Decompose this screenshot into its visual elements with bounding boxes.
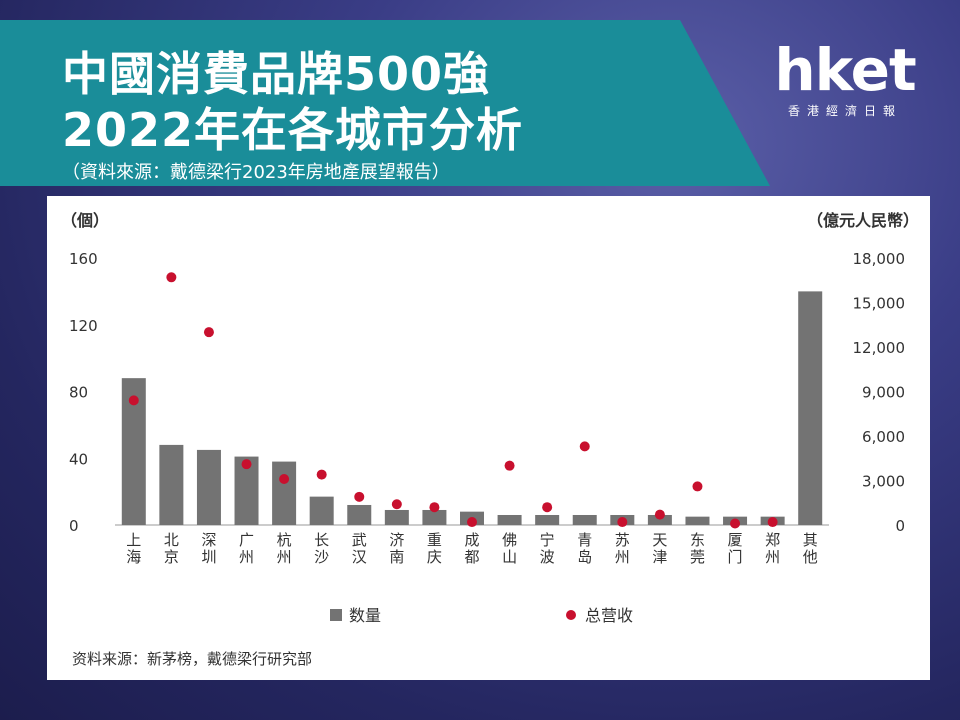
x-tick-label-济南: 济南 bbox=[389, 531, 404, 566]
legend-bar-swatch bbox=[330, 609, 342, 621]
title-block: 中國消費品牌500強 2022年在各城市分析 （資料來源：戴德梁行2023年房地… bbox=[62, 46, 523, 186]
x-tick-label-重庆: 重庆 bbox=[427, 531, 442, 566]
bar-重庆 bbox=[422, 509, 447, 525]
logo-subtitle: 香港經濟日報 bbox=[787, 104, 902, 118]
page-title-line2: 2022年在各城市分析 bbox=[62, 103, 524, 157]
x-tick-label-佛山: 佛山 bbox=[502, 531, 517, 566]
x-tick-label-东莞: 东莞 bbox=[690, 531, 705, 566]
dot-武汉 bbox=[354, 491, 365, 502]
bar-青岛 bbox=[572, 514, 597, 525]
chart-source-note: 资料来源：新茅榜，戴德梁行研究部 bbox=[72, 650, 313, 668]
y-right-tick-label: 15,000 bbox=[853, 295, 906, 313]
hket-logo: hket 香港經濟日報 bbox=[760, 40, 930, 119]
dot-重庆 bbox=[429, 502, 440, 513]
bar-长沙 bbox=[309, 496, 334, 525]
y-right-tick-label: 0 bbox=[895, 517, 905, 535]
bar-宁波 bbox=[535, 514, 560, 525]
page-title-line1: 中國消費品牌500強 bbox=[62, 47, 491, 101]
dot-天津 bbox=[654, 509, 665, 520]
x-tick-label-上海: 上海 bbox=[126, 531, 141, 566]
y-right-axis-title: （億元人民幣） bbox=[807, 211, 919, 230]
x-tick-label-长沙: 长沙 bbox=[314, 531, 329, 566]
bar-天津 bbox=[647, 514, 672, 525]
dot-苏州 bbox=[617, 517, 628, 528]
dot-上海 bbox=[128, 395, 139, 406]
dot-深圳 bbox=[203, 327, 214, 338]
x-tick-label-其他: 其他 bbox=[803, 531, 818, 566]
dot-济南 bbox=[391, 499, 402, 510]
title-source: （資料來源：戴德梁行2023年房地產展望報告） bbox=[62, 162, 450, 183]
bar-广州 bbox=[234, 456, 259, 525]
x-tick-label-杭州: 杭州 bbox=[277, 531, 292, 566]
x-tick-label-苏州: 苏州 bbox=[615, 531, 630, 566]
logo-word: hket bbox=[774, 36, 916, 104]
chart-panel: （個） （億元人民幣） 160 120 80 40 0 18,000 15,000 12,000 9… bbox=[47, 196, 930, 680]
dot-厦门 bbox=[730, 518, 741, 529]
x-tick-label-北京: 北京 bbox=[164, 531, 179, 566]
x-tick-label-厦门: 厦门 bbox=[728, 531, 743, 566]
title-banner-shape bbox=[0, 20, 770, 186]
dot-郑州 bbox=[767, 517, 778, 528]
y-right-tick-label: 18,000 bbox=[853, 250, 906, 268]
y-left-tick-label: 160 bbox=[69, 250, 98, 268]
x-tick-label-宁波: 宁波 bbox=[540, 531, 555, 566]
bar-深圳 bbox=[196, 449, 221, 525]
title-banner: 中國消費品牌500強 2022年在各城市分析 （資料來源：戴德梁行2023年房地… bbox=[0, 20, 770, 186]
x-tick-label-天津: 天津 bbox=[652, 531, 667, 566]
dot-广州 bbox=[241, 459, 252, 470]
x-tick-label-郑州: 郑州 bbox=[765, 531, 780, 566]
x-tick-label-深圳: 深圳 bbox=[201, 531, 216, 566]
legend-bar-label: 数量 bbox=[349, 606, 381, 625]
dot-长沙 bbox=[316, 469, 327, 480]
y-right-tick-label: 6,000 bbox=[862, 428, 905, 446]
y-right-tick-label: 12,000 bbox=[853, 339, 906, 357]
combo-chart: （個） （億元人民幣） 160 120 80 40 0 18,000 15,000 12,000 9… bbox=[61, 211, 919, 625]
x-tick-label-广州: 广州 bbox=[239, 531, 254, 566]
bar-杭州 bbox=[272, 461, 297, 525]
y-left-axis-title: （個） bbox=[61, 211, 109, 230]
dot-宁波 bbox=[542, 502, 553, 513]
x-tick-label-成都: 成都 bbox=[464, 531, 479, 566]
bar-济南 bbox=[384, 509, 409, 525]
dot-东莞 bbox=[692, 481, 703, 492]
dot-佛山 bbox=[504, 460, 515, 471]
bar-武汉 bbox=[347, 504, 372, 525]
y-left-tick-label: 80 bbox=[69, 384, 88, 402]
dot-北京 bbox=[166, 272, 177, 283]
dot-青岛 bbox=[579, 441, 590, 452]
y-left-tick-label: 120 bbox=[69, 317, 98, 335]
bar-佛山 bbox=[497, 514, 522, 525]
y-right-tick-label: 3,000 bbox=[862, 473, 905, 491]
legend-dot-label: 总营收 bbox=[585, 606, 633, 625]
y-left-tick-label: 40 bbox=[69, 450, 88, 468]
bar-北京 bbox=[159, 444, 184, 525]
legend-dot-swatch bbox=[566, 610, 576, 620]
y-left-tick-label: 0 bbox=[69, 517, 79, 535]
x-tick-label-青岛: 青岛 bbox=[577, 531, 592, 566]
bar-东莞 bbox=[685, 516, 710, 525]
dot-杭州 bbox=[279, 474, 290, 485]
dot-成都 bbox=[467, 517, 477, 528]
bar-其他 bbox=[798, 291, 823, 525]
x-tick-label-武汉: 武汉 bbox=[352, 531, 367, 566]
y-right-tick-label: 9,000 bbox=[862, 384, 905, 402]
